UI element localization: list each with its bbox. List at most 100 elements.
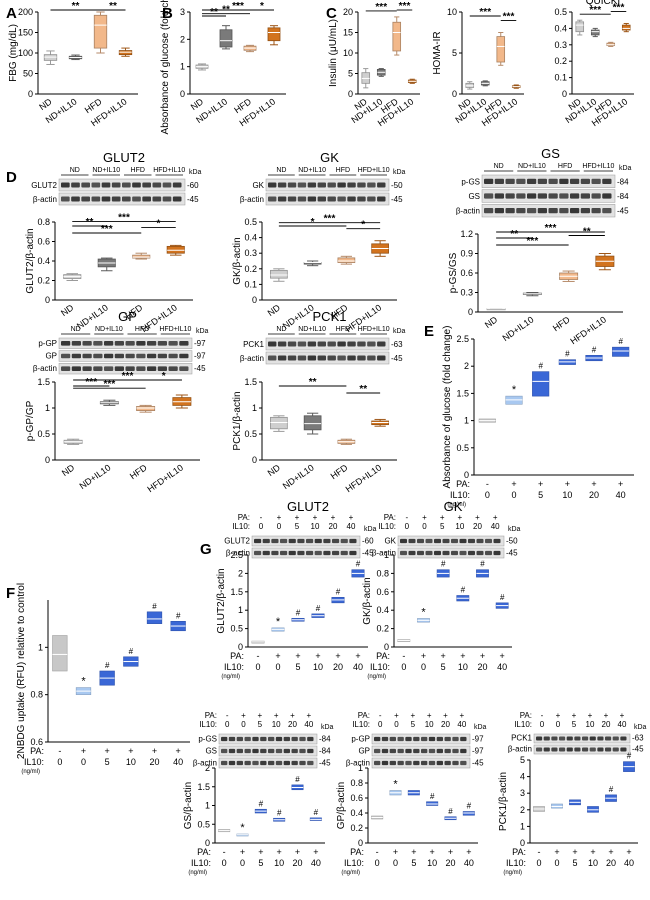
lane-group-label: HFD: [336, 326, 350, 333]
blot-band: [252, 748, 259, 754]
significance-mark: **: [359, 384, 367, 395]
blot-band: [485, 538, 492, 544]
blot-band: [91, 182, 101, 188]
blot-row-label: GK: [252, 181, 264, 190]
il10-dose: 0: [255, 662, 260, 672]
significance-mark: #: [152, 602, 157, 611]
blot-band: [244, 736, 251, 742]
il10-label: IL10:: [24, 757, 44, 767]
blot-band: [605, 747, 612, 752]
blot-kda-value: -45: [362, 548, 374, 557]
blot-band: [327, 196, 336, 202]
significance-mark: ***: [479, 7, 491, 18]
blot-band: [262, 550, 270, 556]
blot-kda-value: -45: [194, 364, 206, 373]
blot-band: [582, 736, 589, 741]
lane-group-label: HFD: [336, 167, 350, 174]
blot-band: [602, 208, 612, 214]
blot-band: [421, 748, 428, 754]
blot-kda-value: -45: [391, 354, 403, 363]
y-tick-label: 0.6: [460, 268, 473, 278]
blot-row-label: β-actin: [33, 195, 57, 204]
blot-pa-sign: -: [541, 711, 544, 720]
blot-band: [551, 736, 558, 741]
significance-mark: ***: [118, 212, 130, 223]
blot-band: [347, 196, 356, 202]
pa-sign: +: [313, 847, 318, 857]
y-tick-label: 0.4: [37, 256, 50, 266]
significance-mark: #: [296, 608, 301, 617]
y-tick-label: 0.5: [244, 429, 257, 439]
x-category-label: HFD+IL10: [344, 462, 384, 494]
blot-pa-label: PA:: [520, 711, 532, 720]
y-tick-label: 200: [18, 7, 33, 17]
y-tick-label: 1.5: [197, 782, 210, 792]
pa-sign: +: [176, 746, 181, 756]
pa-sign: +: [295, 651, 300, 661]
pa-sign: +: [500, 651, 505, 661]
pa-sign: -: [257, 651, 260, 661]
blot-band: [580, 178, 590, 184]
blot-band: [332, 550, 340, 556]
blot-band: [347, 341, 356, 347]
y-tick-label: 2.5: [230, 550, 243, 560]
y-tick-label: 0.5: [456, 443, 469, 453]
blot-band: [271, 538, 279, 544]
blot-pa-label: PA:: [205, 711, 217, 720]
blot-band: [357, 355, 366, 361]
significance-mark: #: [295, 775, 300, 784]
blot-band: [297, 550, 305, 556]
blot-band: [136, 341, 146, 346]
blot-pa-label: PA:: [384, 513, 396, 522]
blot-kda-value: -60: [362, 536, 374, 545]
il10-dose: 0: [240, 858, 245, 868]
y-axis-label: Absorbance of glucose (fold change): [442, 326, 453, 489]
blot-row-label: p-GS: [198, 734, 217, 743]
il10-label: IL10:: [344, 858, 364, 868]
blot-band: [287, 355, 297, 361]
y-tick-label: 1: [180, 62, 185, 72]
blot-dose: 0: [259, 522, 264, 531]
blot-dose: 10: [311, 522, 320, 531]
kda-header: kDa: [634, 724, 647, 731]
blot-band: [428, 748, 436, 754]
blot-band: [287, 341, 297, 347]
blot-band: [221, 736, 228, 742]
pa-sign: -: [376, 847, 379, 857]
pa-sign: +: [538, 479, 543, 489]
blot-band: [317, 355, 326, 361]
panel-letter-D: D: [6, 169, 17, 186]
blot-band: [597, 736, 604, 741]
pa-sign: +: [411, 847, 416, 857]
y-tick-label: 3: [180, 7, 185, 17]
blot-band: [337, 355, 346, 361]
blot-band: [271, 550, 279, 556]
blot-band: [548, 208, 558, 214]
blot-band: [327, 355, 336, 361]
panel-letter-B: B: [162, 5, 173, 22]
y-tick-label: 0.1: [244, 279, 257, 289]
blot-pa-sign: +: [306, 711, 311, 720]
il10-dose: 0: [57, 757, 62, 767]
blot-band: [377, 341, 386, 347]
y-tick-label: 100: [18, 48, 33, 58]
blot-il10-label: IL10:: [232, 522, 250, 531]
significance-mark: #: [356, 560, 361, 569]
blot-band: [397, 736, 404, 742]
blot-band: [114, 366, 124, 371]
blot-band: [580, 193, 590, 199]
blot-band: [460, 736, 467, 742]
blot-band: [297, 341, 307, 347]
lane-group-label: HFD+IL10: [358, 167, 390, 174]
blot-pa-sign: +: [440, 513, 445, 522]
pa-sign: +: [421, 651, 426, 661]
il10-dose: 20: [477, 662, 487, 672]
significance-mark: ***: [589, 5, 601, 16]
blot-band: [111, 182, 121, 188]
significance-mark: #: [314, 808, 319, 817]
y-tick-label: 0.5: [197, 819, 210, 829]
pa-label: PA:: [230, 651, 244, 661]
y-tick-label: 0.1: [554, 73, 567, 83]
y-tick-label: 0: [252, 295, 257, 305]
y-tick-label: 0: [238, 642, 243, 652]
